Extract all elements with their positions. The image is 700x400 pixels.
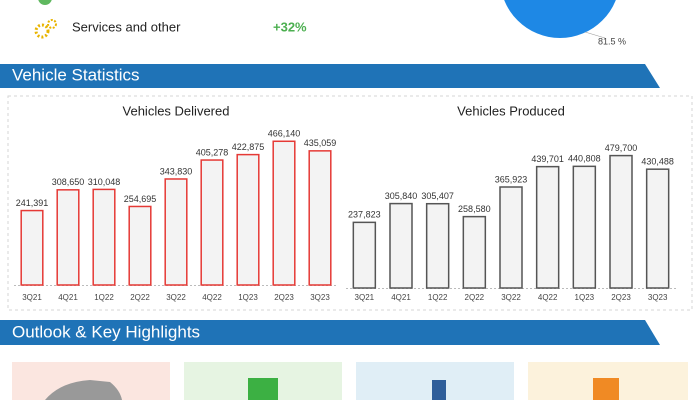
machine-icon bbox=[432, 380, 446, 400]
x-tick-label: 3Q22 bbox=[501, 293, 521, 302]
pie-leader bbox=[584, 31, 606, 39]
bar bbox=[236, 153, 260, 286]
box-icon bbox=[248, 378, 278, 400]
bar bbox=[645, 168, 670, 289]
section-banner bbox=[0, 64, 660, 88]
pie-slice bbox=[504, 0, 616, 38]
chart-title: Vehicles Delivered bbox=[123, 103, 230, 118]
value-label: 479,700 bbox=[605, 143, 638, 153]
bar bbox=[389, 202, 413, 289]
chart-title: Vehicles Produced bbox=[457, 103, 565, 118]
value-label: 308,650 bbox=[52, 177, 85, 187]
value-label: 310,048 bbox=[88, 177, 121, 187]
section-title: Outlook & Key Highlights bbox=[12, 322, 200, 341]
pie-label: 81.5 % bbox=[598, 36, 626, 46]
bar bbox=[572, 165, 597, 289]
x-tick-label: 3Q21 bbox=[22, 293, 42, 302]
bar bbox=[308, 150, 332, 286]
x-tick-label: 1Q22 bbox=[428, 293, 448, 302]
bar bbox=[92, 188, 116, 286]
value-label: 440,808 bbox=[568, 154, 601, 164]
x-tick-label: 4Q22 bbox=[538, 293, 558, 302]
value-label: 430,488 bbox=[641, 157, 674, 167]
x-tick-label: 1Q22 bbox=[94, 293, 114, 302]
bar bbox=[272, 140, 296, 286]
gear-icon bbox=[47, 19, 57, 29]
chart-frame bbox=[7, 95, 693, 311]
value-label: 435,059 bbox=[304, 138, 337, 148]
section-title: Vehicle Statistics bbox=[12, 65, 140, 84]
value-label: 305,840 bbox=[385, 191, 418, 201]
gear-icon bbox=[34, 23, 50, 39]
x-tick-label: 4Q21 bbox=[58, 293, 78, 302]
x-tick-label: 2Q23 bbox=[274, 293, 294, 302]
bar bbox=[56, 189, 80, 286]
value-label: 365,923 bbox=[495, 174, 528, 184]
x-tick-label: 3Q22 bbox=[166, 293, 186, 302]
doc-icon bbox=[593, 378, 619, 400]
x-tick-label: 4Q22 bbox=[202, 293, 222, 302]
x-tick-label: 3Q23 bbox=[310, 293, 330, 302]
x-tick-label: 1Q23 bbox=[238, 293, 258, 302]
bar bbox=[425, 202, 450, 289]
bar bbox=[164, 178, 188, 286]
section-banner bbox=[0, 320, 660, 345]
bar bbox=[609, 154, 633, 289]
bar bbox=[128, 205, 152, 286]
x-tick-label: 3Q23 bbox=[648, 293, 668, 302]
value-label: 237,823 bbox=[348, 210, 381, 220]
bar bbox=[352, 221, 377, 289]
value-label: 241,391 bbox=[16, 198, 49, 208]
x-tick-label: 2Q22 bbox=[465, 293, 485, 302]
value-label: 439,701 bbox=[531, 154, 564, 164]
value-label: 343,830 bbox=[160, 166, 193, 176]
value-label: 405,278 bbox=[196, 147, 229, 157]
bar bbox=[535, 165, 560, 289]
bar bbox=[462, 215, 487, 289]
x-tick-label: 3Q21 bbox=[355, 293, 375, 302]
bar bbox=[200, 159, 224, 286]
value-label: 254,695 bbox=[124, 194, 157, 204]
icon bbox=[38, 0, 52, 5]
bar bbox=[499, 186, 523, 289]
row-value: +32% bbox=[273, 19, 307, 34]
x-tick-label: 2Q23 bbox=[611, 293, 631, 302]
value-label: 466,140 bbox=[268, 129, 301, 139]
bar bbox=[20, 209, 44, 286]
value-label: 305,407 bbox=[421, 191, 454, 201]
x-tick-label: 4Q21 bbox=[391, 293, 411, 302]
x-tick-label: 1Q23 bbox=[575, 293, 595, 302]
row-label: Services and other bbox=[72, 19, 181, 34]
value-label: 422,875 bbox=[232, 142, 265, 152]
car-icon bbox=[45, 380, 122, 400]
value-label: 258,580 bbox=[458, 204, 491, 214]
x-tick-label: 2Q22 bbox=[130, 293, 150, 302]
